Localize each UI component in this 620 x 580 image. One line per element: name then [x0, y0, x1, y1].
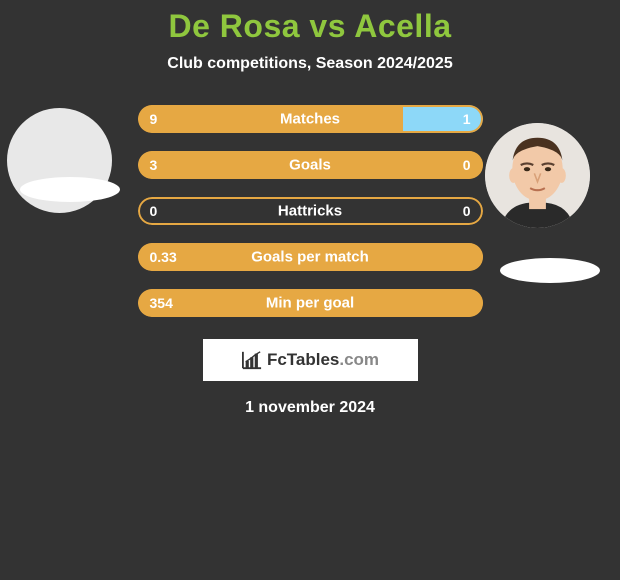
bar-label: Hattricks	[278, 203, 342, 220]
bar-value-right: 0	[463, 157, 471, 173]
brand-prefix: Fc	[267, 350, 287, 369]
page-subtitle: Club competitions, Season 2024/2025	[0, 55, 620, 73]
footer-date: 1 november 2024	[0, 399, 620, 417]
bar-value-right: 1	[463, 111, 471, 127]
stat-bar: 354 Min per goal	[138, 289, 483, 317]
stat-bar: 0 0 Hattricks	[138, 197, 483, 225]
bar-value-left: 9	[150, 111, 158, 127]
stat-bar: 0.33 Goals per match	[138, 243, 483, 271]
page-title: De Rosa vs Acella	[0, 8, 620, 45]
comparison-bars: 9 1 Matches 3 0 Goals 0 0 Hattricks 0.33 Goals per…	[138, 105, 483, 317]
avatar-face-icon	[485, 123, 590, 228]
bar-value-right: 0	[463, 203, 471, 219]
stat-bar: 9 1 Matches	[138, 105, 483, 133]
bar-fill-left	[138, 105, 404, 133]
bar-value-left: 0.33	[150, 249, 177, 265]
bar-value-left: 0	[150, 203, 158, 219]
bar-value-left: 3	[150, 157, 158, 173]
bar-label: Min per goal	[266, 295, 354, 312]
bar-label: Matches	[280, 111, 340, 128]
player-left-flag	[20, 177, 120, 202]
brand-main: Tables	[287, 350, 340, 369]
brand-text: FcTables.com	[267, 350, 379, 370]
bar-label: Goals	[289, 157, 331, 174]
brand-suffix: .com	[339, 350, 379, 369]
bar-label: Goals per match	[251, 249, 369, 266]
player-right-flag	[500, 258, 600, 283]
stat-bar: 3 0 Goals	[138, 151, 483, 179]
player-right-avatar	[485, 123, 590, 228]
bar-value-left: 354	[150, 295, 173, 311]
chart-icon	[241, 350, 263, 370]
brand-logo: FcTables.com	[203, 339, 418, 381]
